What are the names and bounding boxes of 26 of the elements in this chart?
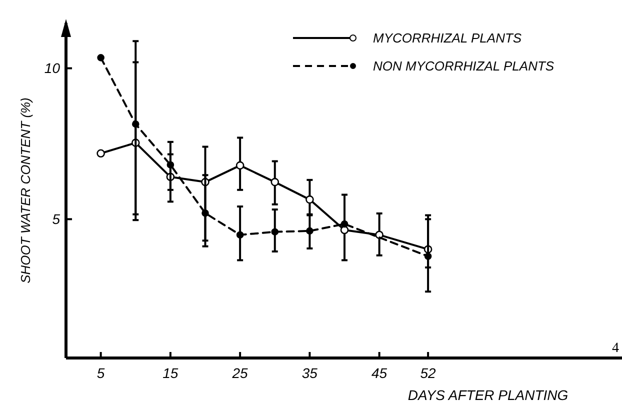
point [424,252,432,260]
point [306,195,314,204]
point [270,178,280,186]
point [306,227,314,235]
point [97,54,104,62]
point [271,228,279,236]
x-tick-label: 25 [231,365,248,381]
x-tick-label: 45 [372,365,388,381]
legend-label: MYCORRHIZAL PLANTS [373,30,522,46]
point [96,149,105,158]
x-axis-title: DAYS AFTER PLANTING [408,387,568,403]
y-axis-title: SHOOT WATER CONTENT (%) [18,98,33,284]
point [132,120,140,128]
point [340,226,349,234]
point [236,231,244,239]
x-tick-label: 52 [420,365,436,381]
point [340,220,348,228]
point [166,161,174,168]
x-tick-label: 35 [302,365,318,381]
x-tick-label: 15 [162,365,178,381]
annotation: 4 [612,341,619,356]
point [236,161,244,170]
legend-label: NON MYCORRHIZAL PLANTS [373,58,554,74]
x-tick-label: 5 [96,365,105,381]
point [202,209,209,217]
y-tick-label: 10 [44,60,60,76]
